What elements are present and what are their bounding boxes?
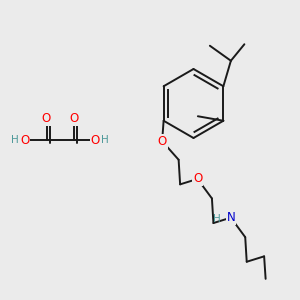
Text: O: O bbox=[69, 112, 78, 125]
Text: H: H bbox=[213, 214, 221, 224]
Text: H: H bbox=[11, 135, 19, 146]
Text: O: O bbox=[193, 172, 202, 185]
Text: N: N bbox=[226, 211, 235, 224]
Text: O: O bbox=[42, 112, 51, 125]
Text: O: O bbox=[158, 135, 167, 148]
Text: O: O bbox=[20, 134, 29, 147]
Text: O: O bbox=[91, 134, 100, 147]
Text: H: H bbox=[101, 135, 109, 146]
